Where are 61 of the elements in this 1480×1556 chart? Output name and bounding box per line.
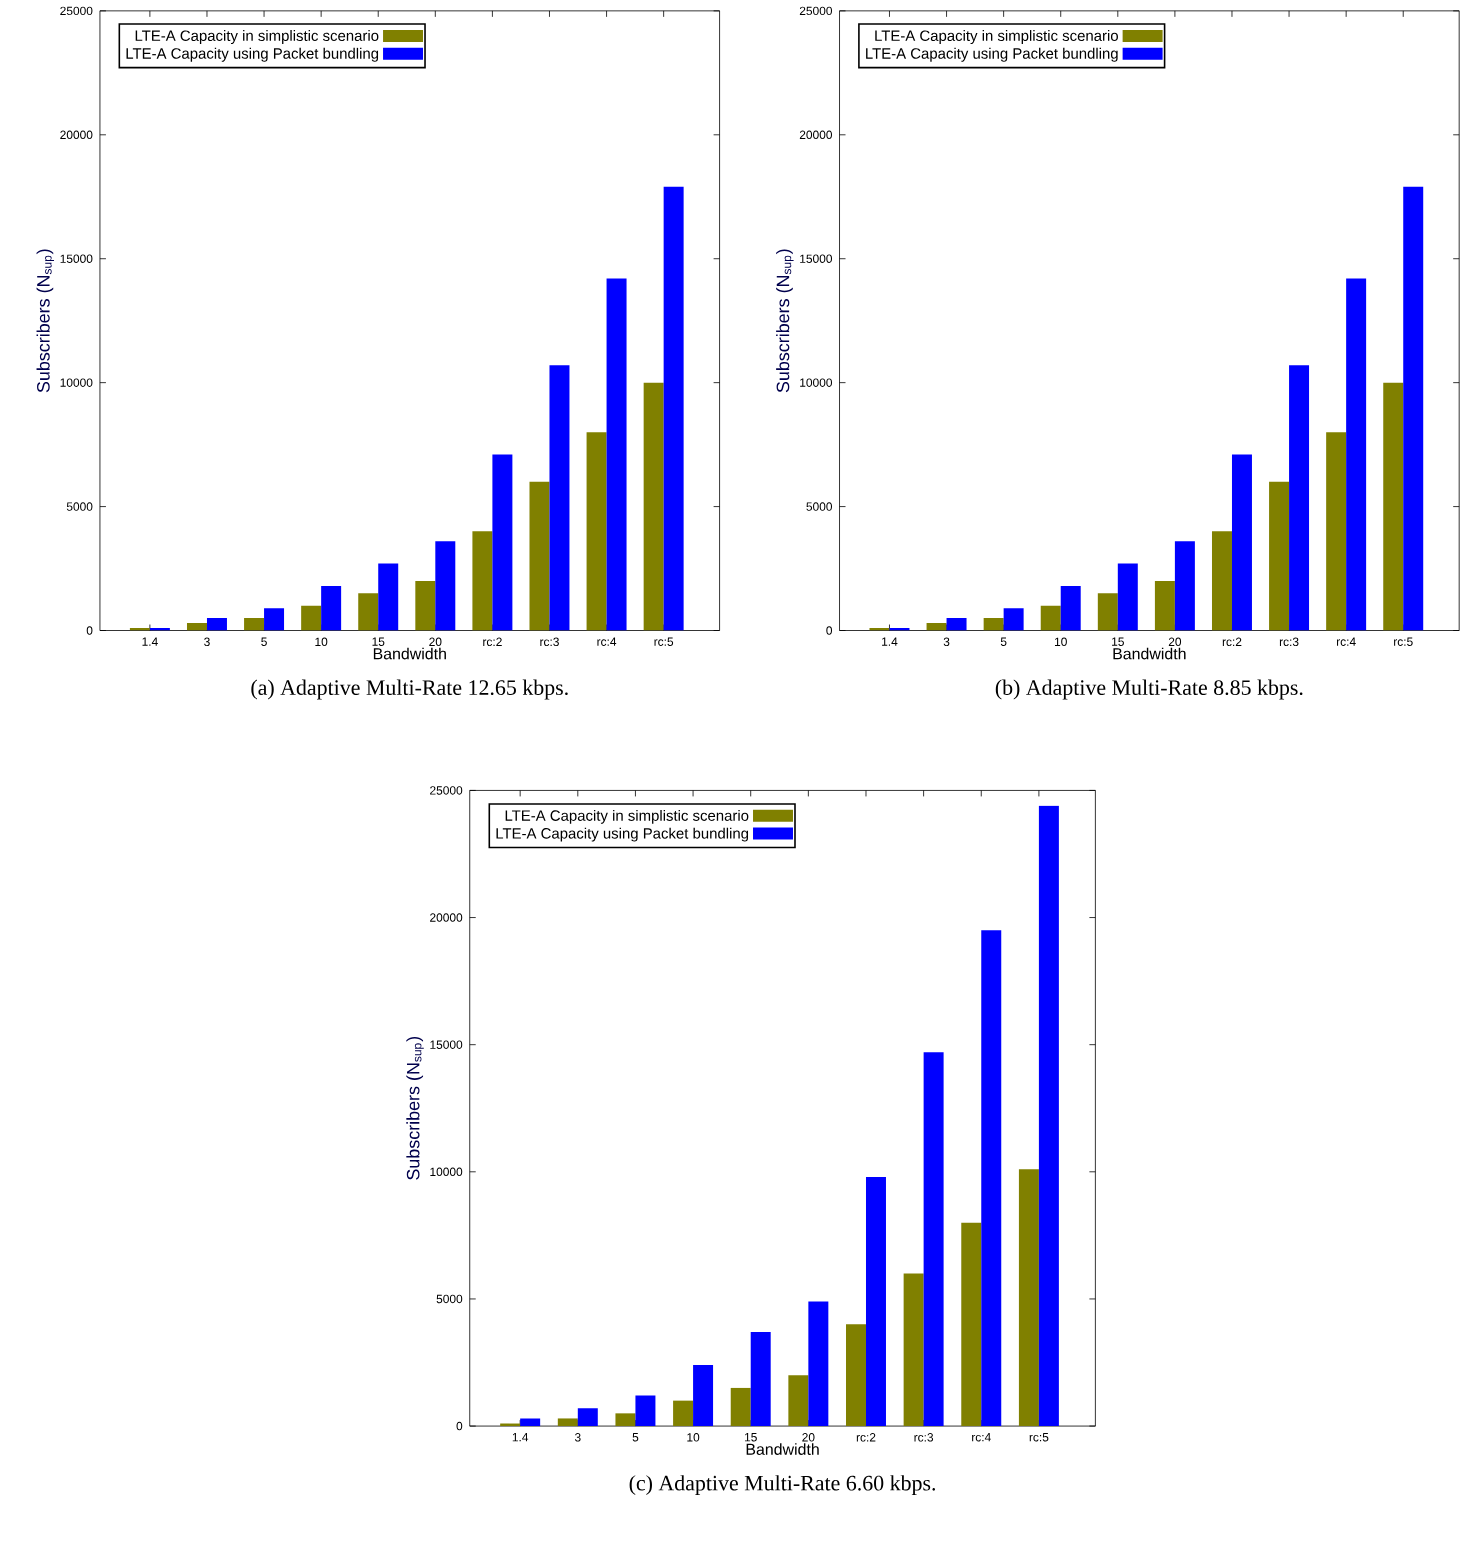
bar [946, 618, 967, 631]
bar [301, 605, 322, 631]
bar [1346, 278, 1367, 631]
bar [1019, 1169, 1040, 1427]
bar [529, 481, 550, 631]
bar [415, 580, 436, 631]
bar [607, 278, 627, 631]
bar [981, 930, 1002, 1427]
bar [731, 1387, 752, 1427]
bar [1383, 382, 1404, 631]
bar [615, 1413, 636, 1427]
bar [1289, 365, 1310, 631]
bar [1041, 605, 1062, 631]
bar [187, 623, 208, 631]
bar [1212, 531, 1233, 631]
bar [846, 1324, 867, 1427]
bar [644, 382, 665, 631]
bar [558, 1418, 579, 1427]
bar [808, 1301, 829, 1427]
bar [1232, 454, 1253, 631]
bar [264, 608, 285, 631]
bar [1326, 432, 1347, 631]
y-axis-title: Subscribers (N$_{sup}$) [406, 1036, 425, 1180]
bar [378, 563, 399, 631]
bar [984, 618, 1005, 631]
bar [1269, 481, 1290, 631]
bar [664, 186, 685, 631]
bar [635, 1395, 656, 1427]
bar [492, 454, 513, 631]
bar [693, 1365, 714, 1427]
bar [358, 593, 379, 631]
bar [788, 1375, 809, 1427]
bar [1061, 585, 1082, 631]
bar [549, 365, 570, 631]
bar [927, 623, 947, 631]
bar [1403, 186, 1424, 631]
bar [472, 531, 493, 631]
bar [520, 1418, 541, 1427]
bar [924, 1052, 945, 1427]
bar [673, 1400, 694, 1427]
bar [244, 618, 265, 631]
bar [961, 1222, 982, 1427]
bar [587, 432, 607, 631]
bar [207, 618, 228, 631]
bar [1155, 580, 1176, 631]
bar [866, 1176, 887, 1427]
bar [578, 1408, 599, 1427]
y-axis-title: Subscribers (N$_{sup}$) [36, 249, 55, 393]
bar [435, 541, 456, 631]
bar [1175, 541, 1196, 631]
bar [1098, 593, 1119, 631]
text: (c) Adaptive Multi-Rate 6.60 kbps. [630, 1475, 936, 1495]
bar [904, 1273, 925, 1427]
bar [1004, 608, 1025, 631]
text: (b) Adaptive Multi-Rate 8.85 kbps. [996, 679, 1303, 700]
bar [1039, 805, 1060, 1427]
bar [751, 1331, 772, 1427]
y-axis-title: Subscribers (N$_{sup}$) [776, 249, 795, 393]
text: (a) Adaptive Multi-Rate 12.65 kbps. [251, 679, 569, 700]
bar [1118, 563, 1139, 631]
bar [321, 585, 342, 631]
